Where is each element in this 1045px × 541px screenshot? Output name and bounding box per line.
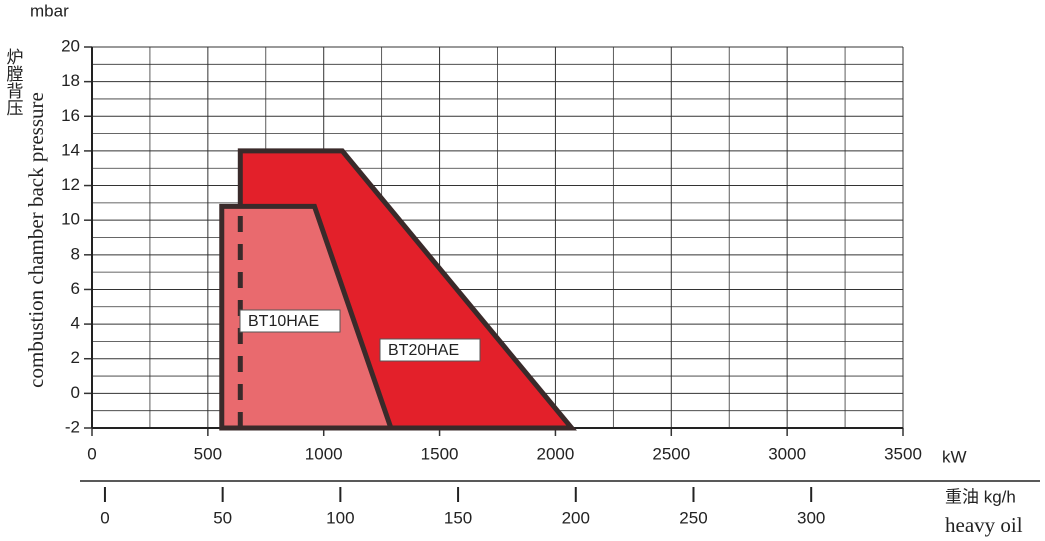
x2-tick-label: 300 bbox=[797, 508, 825, 527]
legend-box bbox=[239, 309, 341, 333]
x-unit: kW bbox=[942, 447, 967, 466]
y-tick-label: 12 bbox=[61, 175, 80, 194]
y-tick-label: 4 bbox=[71, 314, 80, 333]
y-tick-label: 18 bbox=[61, 71, 80, 90]
y-tick-label: 16 bbox=[61, 106, 80, 125]
x-tick-label: 500 bbox=[194, 444, 222, 463]
x2-tick-label: 50 bbox=[213, 508, 232, 527]
legend-label: BT10HAE bbox=[248, 313, 319, 330]
x2-tick-label: 150 bbox=[444, 508, 472, 527]
x-tick-label: 2500 bbox=[652, 444, 690, 463]
x2-tick-label: 200 bbox=[562, 508, 590, 527]
y-tick-label: -2 bbox=[65, 417, 80, 436]
x2-label-cn: 重油 kg/h bbox=[945, 487, 1016, 506]
x-tick-label: 2000 bbox=[537, 444, 575, 463]
x2-tick-label: 250 bbox=[679, 508, 707, 527]
y-tick-label: 0 bbox=[71, 383, 80, 402]
y-tick-label: 14 bbox=[61, 140, 80, 159]
legend-box bbox=[379, 338, 481, 362]
x-tick-label: 3000 bbox=[768, 444, 806, 463]
x2-tick-label: 0 bbox=[100, 508, 109, 527]
x-tick-label: 0 bbox=[87, 444, 96, 463]
y-tick-label: 2 bbox=[71, 348, 80, 367]
x-tick-label: 3500 bbox=[884, 444, 922, 463]
y-unit: mbar bbox=[30, 1, 69, 20]
y-tick-label: 6 bbox=[71, 279, 80, 298]
y-tick-label: 8 bbox=[71, 244, 80, 263]
x-tick-label: 1000 bbox=[305, 444, 343, 463]
x2-label: heavy oil bbox=[945, 513, 1023, 537]
y-tick-label: 10 bbox=[61, 210, 80, 229]
x-tick-label: 1500 bbox=[421, 444, 459, 463]
y-label-cn: 炉膛背压 bbox=[4, 48, 24, 116]
y-label: combustion chamber back pressure bbox=[24, 92, 48, 388]
legend-label: BT20HAE bbox=[388, 342, 459, 359]
x2-tick-label: 100 bbox=[326, 508, 354, 527]
y-tick-label: 20 bbox=[61, 36, 80, 55]
